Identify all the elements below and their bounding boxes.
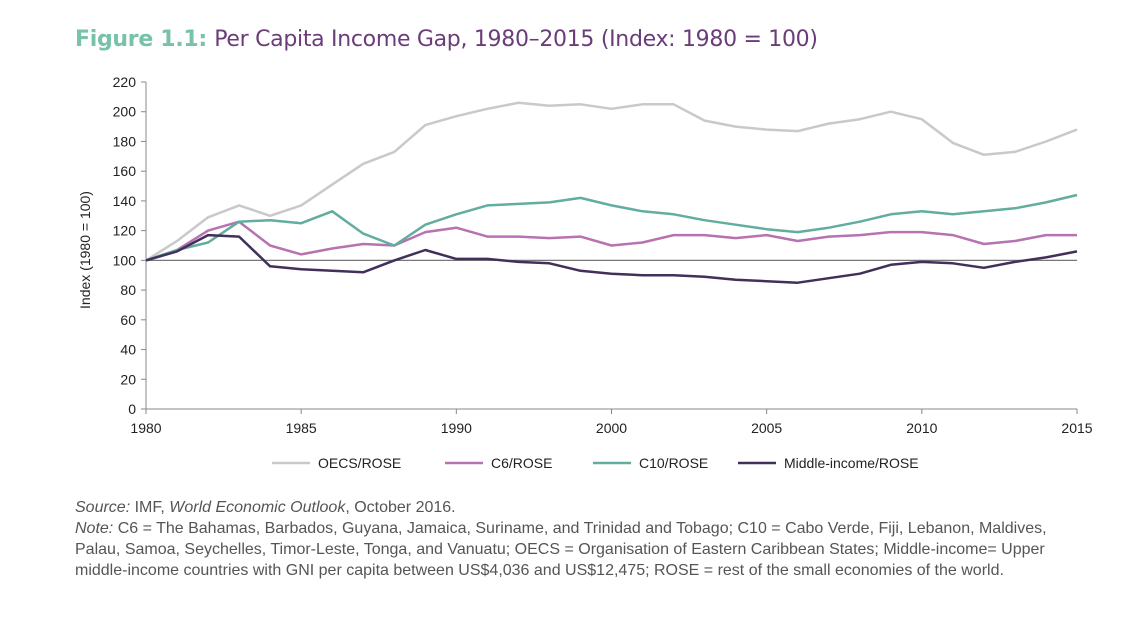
figure-label: Figure 1.1: (75, 27, 207, 52)
source-label: Source: (75, 499, 131, 516)
figure-title: Figure 1.1: Per Capita Income Gap, 1980–… (75, 27, 818, 52)
x-tick-label: 2000 (596, 420, 627, 436)
legend-label: C10/ROSE (639, 455, 708, 471)
x-tick-label: 1985 (286, 420, 317, 436)
y-tick-label: 100 (113, 252, 137, 268)
notes: Source: IMF, World Economic Outlook, Oct… (75, 497, 1075, 581)
note-text: C6 = The Bahamas, Barbados, Guyana, Jama… (75, 520, 1047, 579)
x-tick-label: 2005 (751, 420, 782, 436)
source-text: IMF, (130, 499, 170, 516)
y-tick-label: 160 (113, 163, 137, 179)
y-tick-label: 220 (113, 74, 137, 90)
y-tick-label: 80 (120, 282, 136, 298)
y-tick-label: 0 (128, 401, 136, 417)
line-chart: Index (1980 = 100) 0 20 40 60 80 100 120 140 160… (77, 74, 1093, 471)
series-line-middle-income-rose (145, 233, 1078, 284)
series-line-c10-rose (145, 193, 1078, 262)
legend: OECS/ROSE C6/ROSE C10/ROSE Middle-income/RO… (272, 455, 919, 471)
y-tick-label: 140 (113, 193, 137, 209)
y-tick-label: 60 (120, 312, 136, 328)
y-tick-label: 180 (113, 133, 137, 149)
source-publication: World Economic Outlook (169, 499, 346, 516)
note-label: Note: (75, 520, 114, 537)
legend-label: Middle-income/ROSE (784, 455, 919, 471)
series-line-c6-rose (145, 220, 1077, 262)
note-line: Note: C6 = The Bahamas, Barbados, Guyana… (75, 518, 1075, 581)
legend-label: C6/ROSE (491, 455, 552, 471)
y-tick-label: 40 (120, 342, 136, 358)
y-axis-label: Index (1980 = 100) (77, 191, 93, 309)
source-date: , October 2016. (345, 499, 456, 516)
x-tick-label: 2015 (1061, 420, 1092, 436)
y-tick-label: 120 (113, 223, 137, 239)
figure-title-text: Per Capita Income Gap, 1980–2015 (Index:… (214, 27, 818, 52)
legend-label: OECS/ROSE (318, 455, 401, 471)
y-tick-label: 20 (120, 371, 136, 387)
x-tick-label: 2010 (906, 420, 937, 436)
y-tick-label: 200 (113, 104, 137, 120)
source-line: Source: IMF, World Economic Outlook, Oct… (75, 497, 1075, 518)
series-line-oecs-rose (145, 101, 1078, 262)
x-tick-label: 1980 (130, 420, 161, 436)
x-tick-label: 1990 (441, 420, 472, 436)
